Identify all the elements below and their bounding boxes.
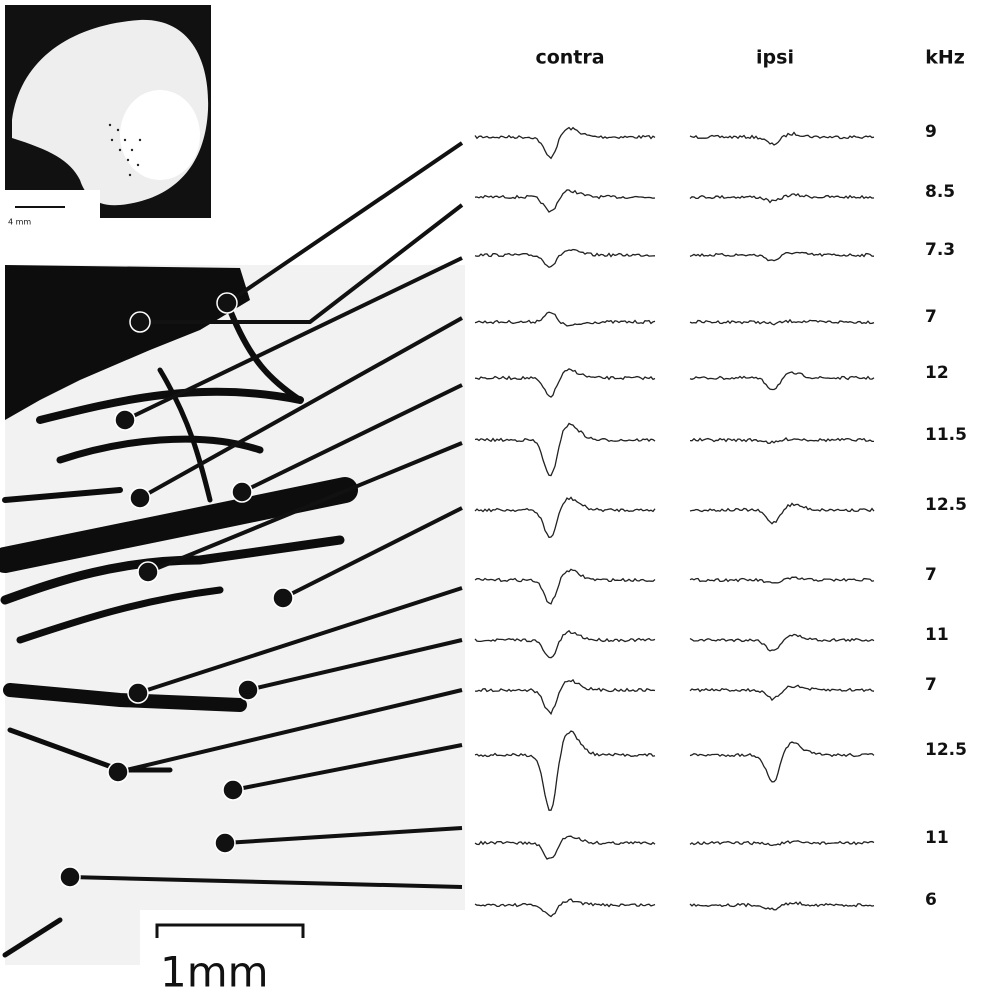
electrode-site [127,682,149,704]
pointer-line [241,383,463,494]
contra-trace [474,730,656,811]
ipsi-trace [689,741,875,783]
electrode-site [129,487,151,509]
electrode-site [222,779,244,801]
pointer-line [69,875,463,889]
electrode-site [272,587,294,609]
ipsi-trace [689,251,875,262]
electrode-site [107,761,129,783]
ipsi-trace [689,633,875,652]
frequency-label: 7.3 [925,240,955,260]
vessels [0,307,358,958]
ipsi-trace [689,901,875,911]
frequency-label: 7 [925,675,937,695]
scale-bar [155,923,305,938]
frequency-label: 11.5 [925,425,967,445]
ipsi-trace [689,131,875,146]
scale-label: 1mm [160,948,269,997]
electrode-site [137,561,159,583]
frequency-label: 7 [925,307,937,327]
ipsi-trace [689,192,875,204]
frequency-label: 11 [925,828,949,848]
pointer-line [147,441,463,574]
contra-trace [474,629,656,659]
contra-trace [474,568,656,605]
column-header: ipsi [756,47,794,69]
frequency-label: 11 [925,625,949,645]
frequency-label: 7 [925,565,937,585]
pointer-line [232,743,463,792]
pointer-line [140,203,464,324]
ipsi-trace [689,576,875,584]
ipsi-trace [689,437,875,444]
frequency-label: 12 [925,363,949,383]
inset-scale-label: 4 mm [8,218,31,227]
recordings: 9 8.5 7.3 7 12 11.5 12.5 7 11 7 12.5 11 6 [474,122,967,918]
pointer-line [139,316,463,500]
pointer-line [117,688,463,774]
contra-trace [474,189,656,213]
photo-background [5,265,465,965]
electrode-site [114,409,136,431]
frequency-label: 12.5 [925,740,967,760]
ipsi-trace [689,684,875,702]
ipsi-trace [689,840,875,847]
pointer-line [124,256,463,422]
contra-trace [474,368,656,398]
contra-trace [474,248,656,269]
column-header: kHz [925,47,965,69]
electrode-site [237,679,259,701]
ipsi-trace [689,371,875,391]
contra-trace [474,126,656,160]
inset-dots [108,123,142,177]
electrode-site [129,311,151,333]
pointer-line [137,586,463,695]
contra-trace [474,898,656,918]
contra-trace [474,496,656,539]
electrode-site [59,866,81,888]
frequency-label: 8.5 [925,182,955,202]
contra-trace [474,422,656,477]
frequency-label: 6 [925,890,937,910]
frequency-label: 12.5 [925,495,967,515]
contra-trace [474,678,656,716]
pointer-line [282,506,463,600]
column-header: contra [535,47,604,69]
pointer-line [247,638,463,692]
electrode-site [216,292,238,314]
ipsi-trace [689,502,875,525]
pointer-line [224,826,463,845]
inset-label-box [0,190,100,218]
electrode-pointers [59,141,464,889]
electrode-site [231,481,253,503]
brain-highlight [120,90,200,180]
electrode-site [214,832,236,854]
frequency-label: 9 [925,122,937,142]
pointer-line [225,141,464,305]
contra-trace [474,835,656,860]
dark-region [5,265,250,420]
ipsi-trace [689,318,875,326]
contra-trace [474,311,656,327]
